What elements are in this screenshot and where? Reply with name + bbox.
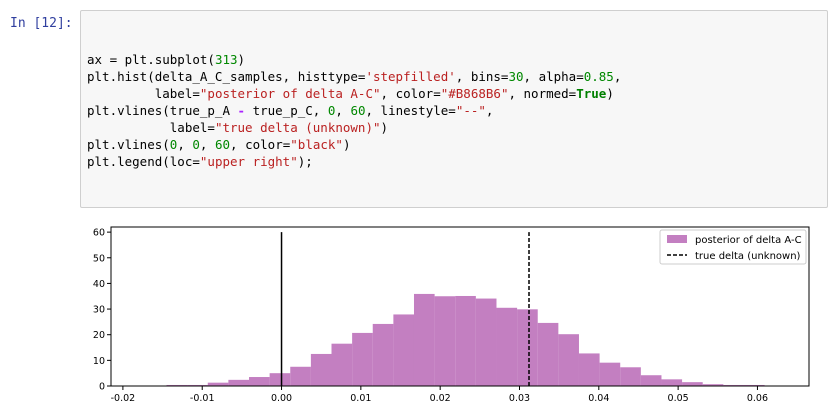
histogram-bar — [558, 334, 579, 386]
x-tick-label: 0.05 — [668, 393, 689, 404]
cell-output: -0.02 -0.01 0.00 0.01 0.02 0.03 0.04 0.05 0.06 0 1… — [80, 210, 829, 415]
code-text[interactable]: ax = plt.subplot(313) plt.hist(delta_A_C… — [87, 52, 622, 169]
histogram-bar — [496, 307, 518, 386]
code-cell-input[interactable]: ax = plt.subplot(313) plt.hist(delta_A_C… — [80, 10, 828, 208]
histogram-bar — [393, 314, 414, 386]
histogram-bar — [290, 366, 311, 386]
y-tick-label: 50 — [93, 253, 105, 264]
y-tick-label: 10 — [93, 356, 105, 367]
legend-label-posterior: posterior of delta A-C — [695, 235, 802, 246]
histogram-chart: -0.02 -0.01 0.00 0.01 0.02 0.03 0.04 0.05 0.06 0 1… — [93, 226, 810, 404]
histogram-bar — [187, 384, 208, 386]
histogram-bar — [517, 309, 538, 386]
histogram-bar — [434, 296, 456, 386]
x-tick-label: -0.02 — [111, 393, 136, 404]
y-tick-label: 60 — [93, 228, 105, 239]
x-tick-label: 0.02 — [430, 393, 451, 404]
histogram-bar — [352, 332, 373, 386]
x-tick-label: 0.00 — [271, 393, 292, 404]
histogram-bar — [743, 384, 765, 386]
histogram-bar — [310, 353, 332, 386]
axes-frame — [110, 226, 810, 387]
histogram-bar — [207, 382, 229, 386]
legend: posterior of delta A-C true delta (unkno… — [659, 229, 807, 265]
legend-label-true-delta: true delta (unknown) — [695, 251, 801, 262]
histogram-bar — [702, 384, 724, 386]
histogram-bar — [228, 379, 250, 386]
histogram-bar — [537, 322, 559, 386]
histogram-bar — [620, 367, 641, 386]
histogram-bar — [166, 384, 188, 386]
histogram-bar — [599, 362, 621, 386]
legend-box — [659, 229, 807, 265]
x-tick-label: 0.03 — [509, 393, 530, 404]
histogram-bar — [413, 293, 435, 386]
cell-prompt: In [12]: — [10, 16, 73, 31]
y-tick-label: 40 — [93, 279, 105, 290]
histogram-bar — [331, 343, 353, 386]
histogram-bar — [640, 375, 662, 386]
histogram-bar — [372, 323, 394, 386]
histogram-bar — [455, 295, 476, 386]
legend-swatch-posterior — [667, 235, 687, 243]
x-tick-label: 0.06 — [747, 393, 768, 404]
x-tick-label: 0.04 — [588, 393, 609, 404]
y-tick-label: 0 — [99, 382, 105, 393]
histogram-bar — [269, 373, 291, 386]
histogram-bar — [682, 382, 703, 386]
y-tick-label: 30 — [93, 305, 105, 316]
x-tick-label: -0.01 — [190, 393, 215, 404]
histogram-bar — [249, 377, 270, 386]
histogram-bar — [475, 298, 497, 386]
histogram-bar — [578, 353, 600, 386]
histogram-bar — [723, 384, 744, 386]
histogram-bar — [661, 379, 683, 386]
x-tick-label: 0.01 — [350, 393, 371, 404]
y-tick-label: 20 — [93, 330, 105, 341]
